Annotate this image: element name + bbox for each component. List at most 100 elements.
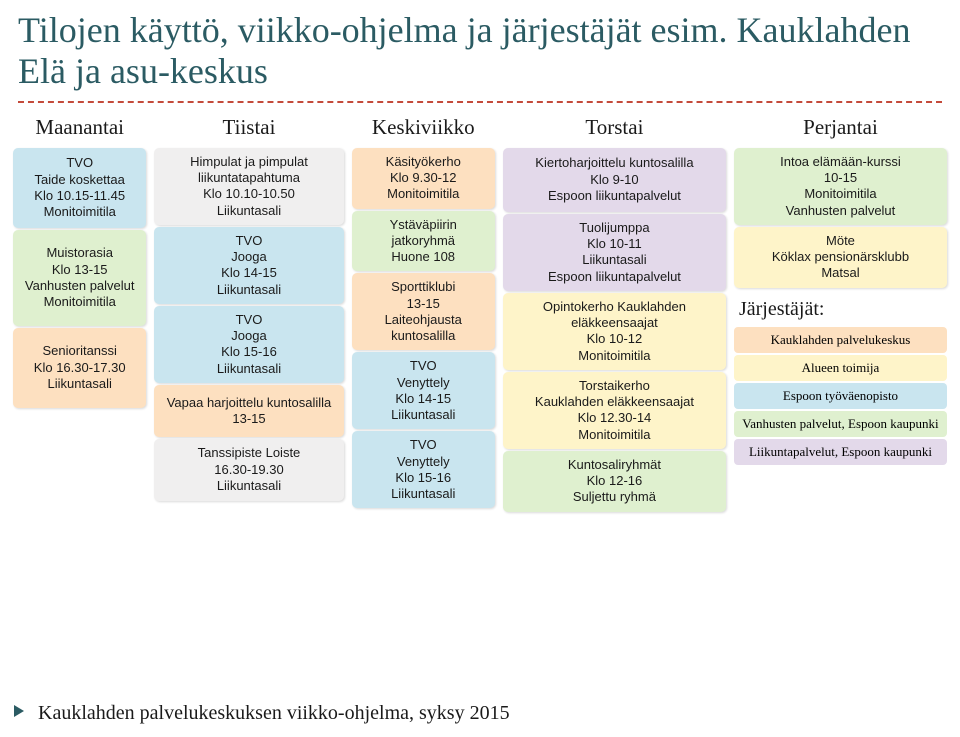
card-line: Jooga xyxy=(160,328,337,344)
day-header-tue: Tiistai xyxy=(151,113,346,146)
card-line: Köklax pensionärsklubb xyxy=(740,249,941,265)
card-line: Klo 10-12 xyxy=(509,331,720,347)
schedule-card: MöteKöklax pensionärsklubbMatsal xyxy=(734,227,947,288)
col-wednesday: Keskiviikko KäsityökerhoKlo 9.30-12Monit… xyxy=(349,113,498,514)
provider-item: Vanhusten palvelut, Espoon kaupunki xyxy=(734,411,947,437)
card-line: Klo 10.15-11.45 xyxy=(19,188,140,204)
schedule-card: TVOVenyttelyKlo 14-15Liikuntasali xyxy=(352,352,495,429)
schedule-card: TVOVenyttelyKlo 15-16Liikuntasali xyxy=(352,431,495,508)
card-line: Möte xyxy=(740,233,941,249)
provider-item: Kauklahden palvelukeskus xyxy=(734,327,947,353)
card-line: Monitoimitila xyxy=(509,348,720,364)
schedule-grid: Maanantai TVOTaide koskettaaKlo 10.15-11… xyxy=(0,113,960,514)
schedule-card: Intoa elämään-kurssi10-15MonitoimitilaVa… xyxy=(734,148,947,225)
schedule-card: Sporttiklubi13-15Laiteohjausta kuntosali… xyxy=(352,273,495,350)
divider xyxy=(18,101,942,103)
card-line: Kauklahden eläkkeensaajat xyxy=(509,394,720,410)
card-line: Monitoimitila xyxy=(19,294,140,310)
schedule-card: TuolijumppaKlo 10-11LiikuntasaliEspoon l… xyxy=(503,214,726,291)
schedule-card: MuistorasiaKlo 13-15Vanhusten palvelutMo… xyxy=(13,230,146,326)
card-line: 13-15 xyxy=(160,411,337,427)
schedule-card: Himpulat ja pimpulat liikuntatapahtumaKl… xyxy=(154,148,343,225)
card-line: Espoon liikuntapalvelut xyxy=(509,188,720,204)
schedule-card: Opintokerho Kauklahden eläkkeensaajatKlo… xyxy=(503,293,726,370)
card-line: TVO xyxy=(160,312,337,328)
card-line: Sporttiklubi xyxy=(358,279,489,295)
card-line: Torstaikerho xyxy=(509,378,720,394)
card-line: Monitoimitila xyxy=(509,427,720,443)
schedule-card: TVOTaide koskettaaKlo 10.15-11.45Monitoi… xyxy=(13,148,146,228)
card-line: TVO xyxy=(19,155,140,171)
card-line: Klo 15-16 xyxy=(160,344,337,360)
card-line: Tuolijumppa xyxy=(509,220,720,236)
schedule-card: Vapaa harjoittelu kuntosalilla13-15 xyxy=(154,385,343,437)
schedule-card: TVOJoogaKlo 14-15Liikuntasali xyxy=(154,227,343,304)
card-line: 16.30-19.30 xyxy=(160,462,337,478)
schedule-card: SenioritanssiKlo 16.30-17.30Liikuntasali xyxy=(13,328,146,408)
col-monday: Maanantai TVOTaide koskettaaKlo 10.15-11… xyxy=(10,113,149,514)
card-line: TVO xyxy=(160,233,337,249)
providers-header: Järjestäjät: xyxy=(731,290,950,325)
schedule-card: Ystäväpiirin jatkoryhmäHuone 108 xyxy=(352,211,495,272)
day-header-fri: Perjantai xyxy=(731,113,950,146)
col-tuesday: Tiistai Himpulat ja pimpulat liikuntatap… xyxy=(151,113,346,514)
card-line: TVO xyxy=(358,358,489,374)
card-line: Liikuntasali xyxy=(358,486,489,502)
card-line: Suljettu ryhmä xyxy=(509,489,720,505)
provider-item: Liikuntapalvelut, Espoon kaupunki xyxy=(734,439,947,465)
card-line: Klo 10.10-10.50 xyxy=(160,186,337,202)
card-line: Klo 12.30-14 xyxy=(509,410,720,426)
card-line: Monitoimitila xyxy=(358,186,489,202)
schedule-card: Tanssipiste Loiste16.30-19.30Liikuntasal… xyxy=(154,439,343,501)
card-line: Liikuntasali xyxy=(19,376,140,392)
card-line: Klo 12-16 xyxy=(509,473,720,489)
day-header-thu: Torstai xyxy=(500,113,729,146)
card-line: Monitoimitila xyxy=(740,186,941,202)
card-line: Jooga xyxy=(160,249,337,265)
day-header-wed: Keskiviikko xyxy=(349,113,498,146)
card-line: Klo 16.30-17.30 xyxy=(19,360,140,376)
card-line: Senioritanssi xyxy=(19,343,140,359)
card-line: Klo 9-10 xyxy=(509,172,720,188)
card-line: Taide koskettaa xyxy=(19,172,140,188)
card-line: Klo 14-15 xyxy=(160,265,337,281)
card-line: Venyttely xyxy=(358,454,489,470)
card-line: Monitoimitila xyxy=(19,204,140,220)
card-line: Klo 10-11 xyxy=(509,236,720,252)
card-line: TVO xyxy=(358,437,489,453)
card-line: Ystäväpiirin jatkoryhmä xyxy=(358,217,489,250)
card-line: Tanssipiste Loiste xyxy=(160,445,337,461)
card-line: Himpulat ja pimpulat liikuntatapahtuma xyxy=(160,154,337,187)
card-line: Intoa elämään-kurssi xyxy=(740,154,941,170)
card-line: Vanhusten palvelut xyxy=(19,278,140,294)
col-thursday: Torstai Kiertoharjoittelu kuntosalillaKl… xyxy=(500,113,729,514)
card-line: 10-15 xyxy=(740,170,941,186)
schedule-card: TorstaikerhoKauklahden eläkkeensaajatKlo… xyxy=(503,372,726,449)
card-line: Klo 9.30-12 xyxy=(358,170,489,186)
schedule-card: Kiertoharjoittelu kuntosalillaKlo 9-10Es… xyxy=(503,148,726,212)
card-line: Liikuntasali xyxy=(160,203,337,219)
card-line: Klo 13-15 xyxy=(19,262,140,278)
card-line: Espoon liikuntapalvelut xyxy=(509,269,720,285)
schedule-card: KäsityökerhoKlo 9.30-12Monitoimitila xyxy=(352,148,495,209)
card-line: Liikuntasali xyxy=(358,407,489,423)
day-header-mon: Maanantai xyxy=(10,113,149,146)
schedule-card: TVOJoogaKlo 15-16Liikuntasali xyxy=(154,306,343,383)
card-line: Laiteohjausta kuntosalilla xyxy=(358,312,489,345)
page-title: Tilojen käyttö, viikko-ohjelma ja järjes… xyxy=(0,0,960,97)
card-line: Klo 14-15 xyxy=(358,391,489,407)
card-line: 13-15 xyxy=(358,296,489,312)
card-line: Liikuntasali xyxy=(160,361,337,377)
card-line: Vapaa harjoittelu kuntosalilla xyxy=(160,395,337,411)
card-line: Vanhusten palvelut xyxy=(740,203,941,219)
card-line: Klo 15-16 xyxy=(358,470,489,486)
schedule-card: KuntosaliryhmätKlo 12-16Suljettu ryhmä xyxy=(503,451,726,512)
card-line: Huone 108 xyxy=(358,249,489,265)
card-line: Liikuntasali xyxy=(160,282,337,298)
footer-note: Kauklahden palvelukeskuksen viikko-ohjel… xyxy=(38,702,510,725)
bullet-icon xyxy=(14,705,24,717)
card-line: Muistorasia xyxy=(19,245,140,261)
provider-item: Espoon työväenopisto xyxy=(734,383,947,409)
card-line: Liikuntasali xyxy=(509,252,720,268)
card-line: Kiertoharjoittelu kuntosalilla xyxy=(509,155,720,171)
